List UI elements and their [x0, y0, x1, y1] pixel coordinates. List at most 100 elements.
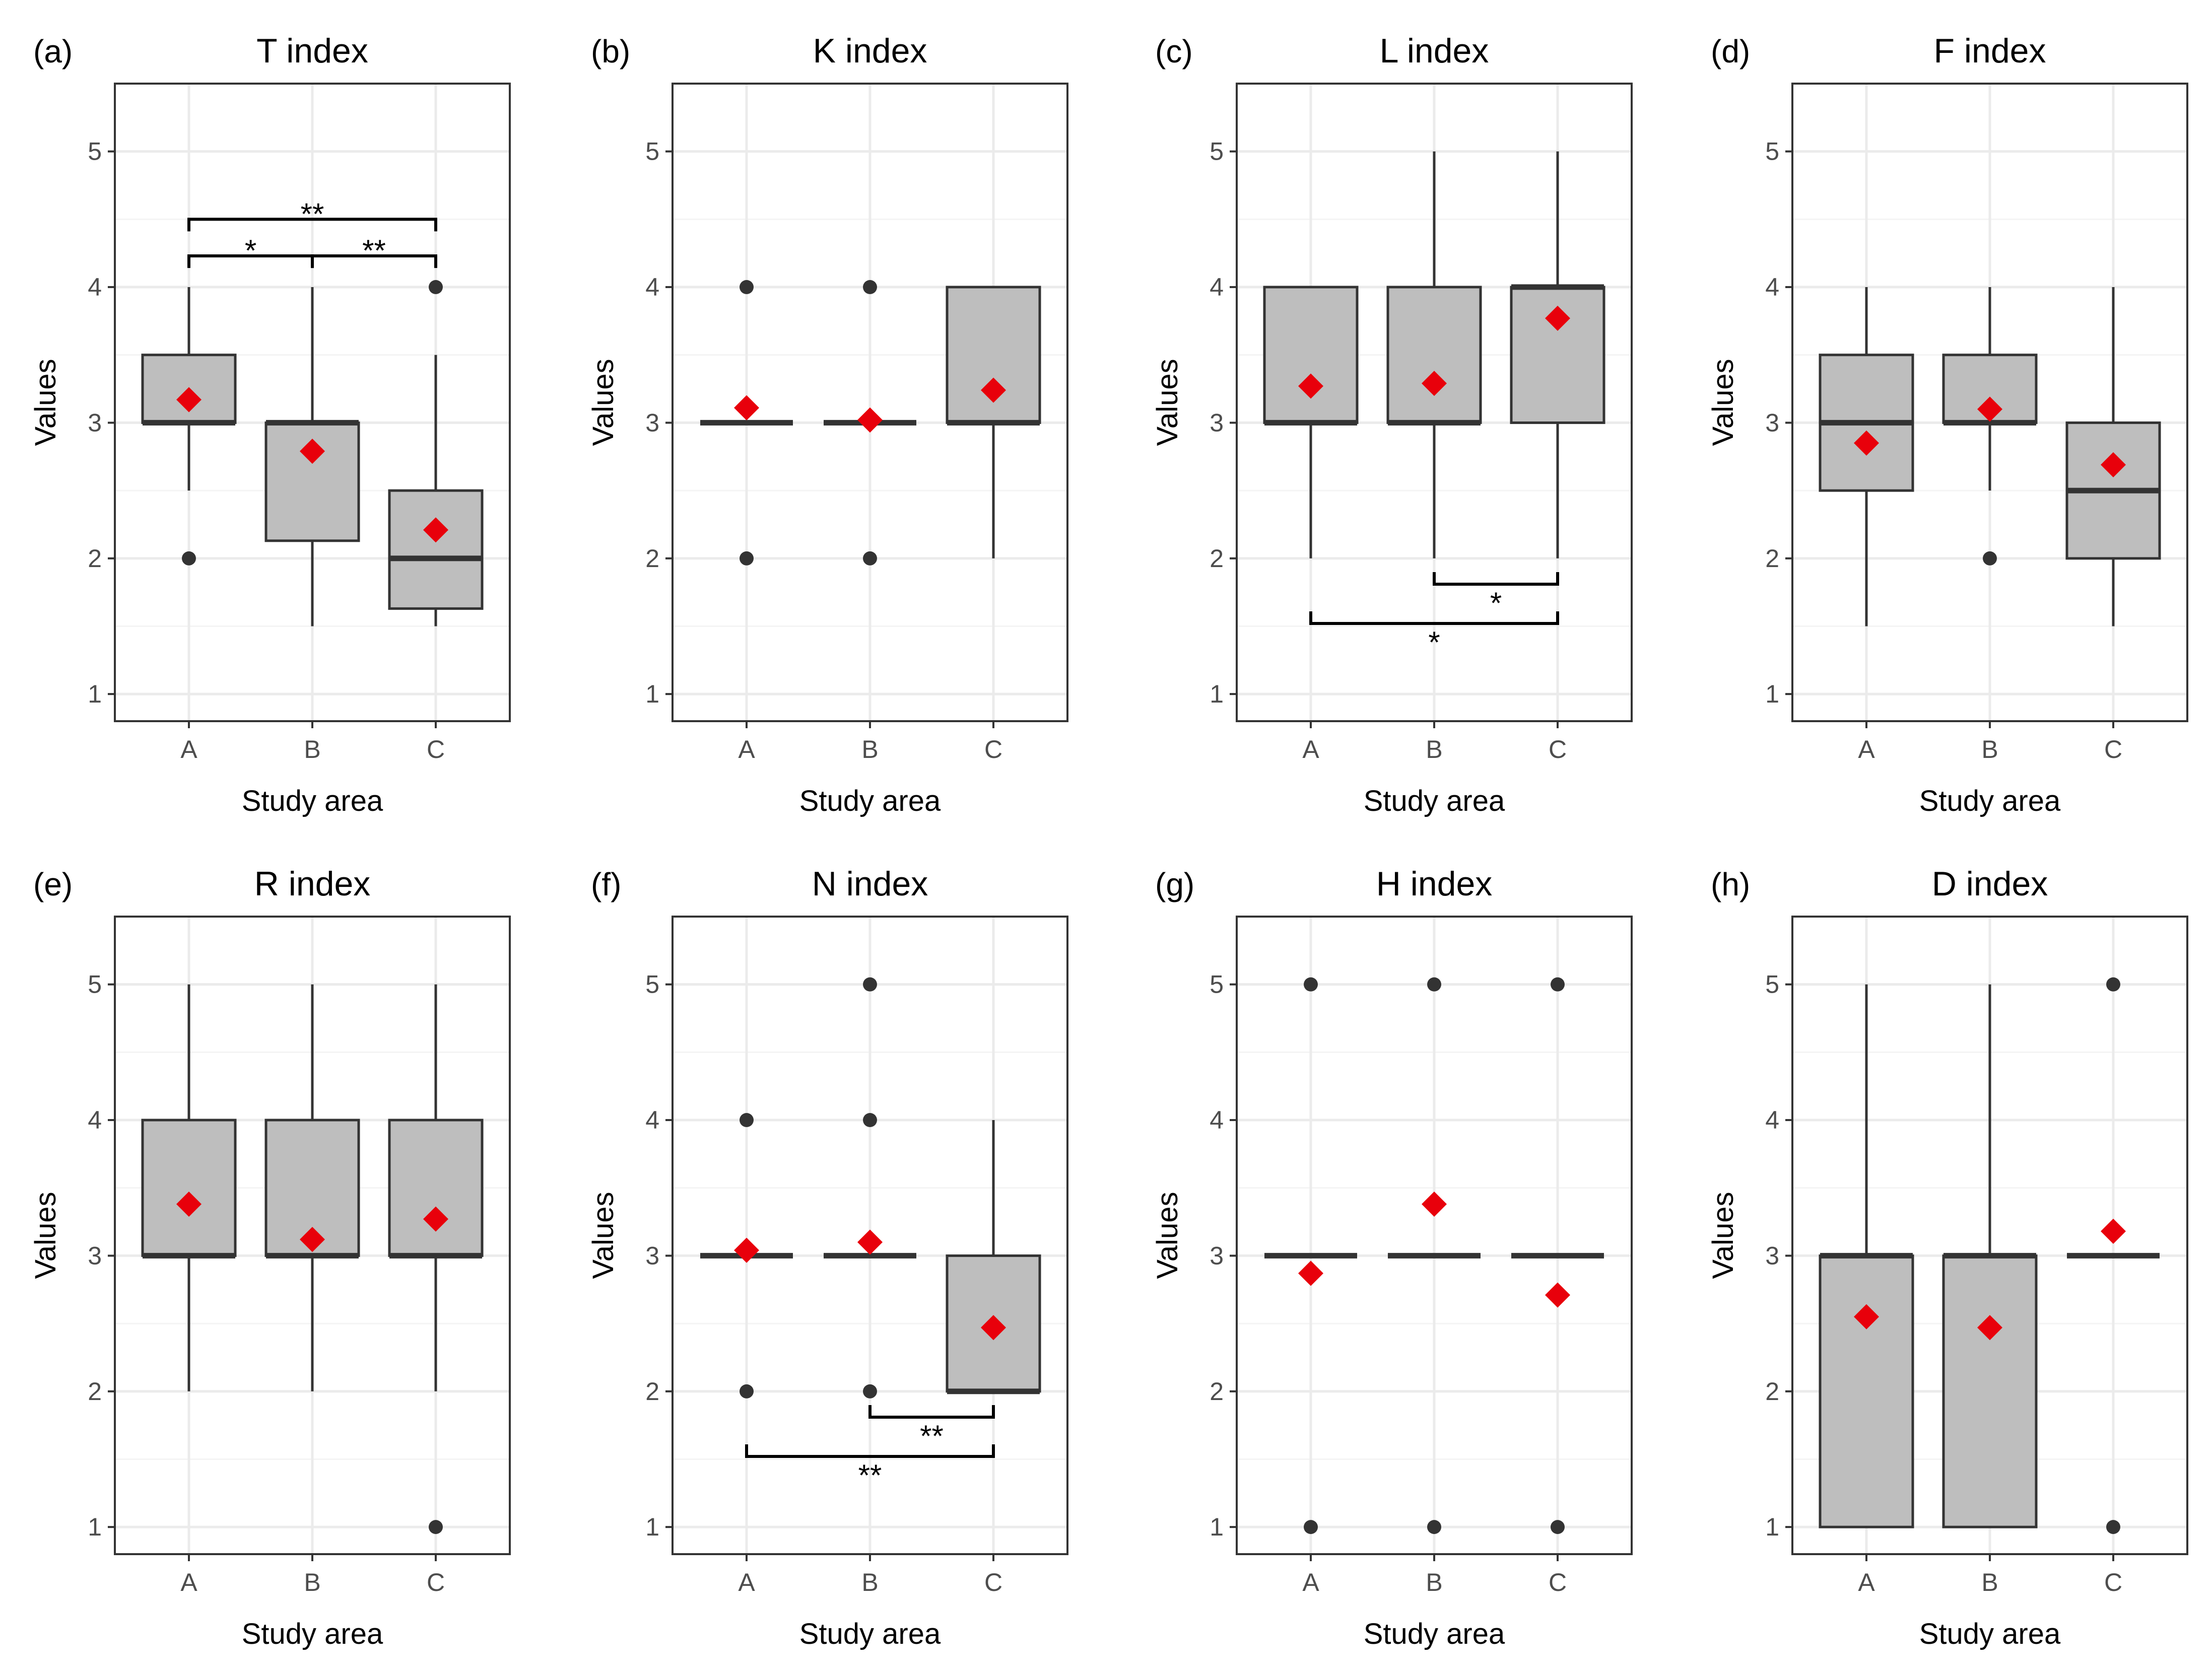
box-A: [141, 984, 237, 1391]
y-tick-label: 2: [88, 544, 102, 573]
y-tick-label: 4: [1765, 1106, 1779, 1134]
y-tick-label: 5: [88, 137, 102, 166]
significance-bracket: *: [1309, 611, 1559, 659]
outlier-point: [1304, 1520, 1318, 1535]
x-tick-label: A: [1302, 1568, 1319, 1596]
y-tick-label: 3: [1210, 1241, 1224, 1270]
x-tick-label: C: [1549, 735, 1567, 763]
outlier-point: [740, 280, 754, 295]
x-tick-label: C: [1549, 1568, 1567, 1596]
outlier-point: [1427, 1520, 1441, 1535]
box-A: [1819, 287, 1914, 626]
x-tick-label: A: [1858, 1568, 1875, 1596]
y-tick-label: 1: [645, 1513, 659, 1541]
x-tick-label: B: [1426, 735, 1442, 763]
box-B: [1386, 151, 1482, 559]
y-tick-label: 2: [1210, 544, 1224, 573]
bracket-line: [1309, 611, 1559, 625]
significance-label: *: [1490, 586, 1502, 620]
box-B: [264, 984, 360, 1391]
box-A: [1819, 984, 1914, 1528]
y-tick-label: 4: [1210, 273, 1224, 301]
x-tick-label: B: [304, 735, 320, 763]
x-axis-title: Study area: [242, 1618, 383, 1650]
significance-bracket: *: [1433, 572, 1559, 620]
mean-marker: [1298, 1261, 1323, 1286]
significance-label: **: [858, 1458, 882, 1492]
y-axis-title: Values: [1707, 1192, 1739, 1279]
y-tick-label: 4: [88, 1106, 102, 1134]
x-tick-label: A: [738, 735, 755, 763]
panel-title: K index: [813, 32, 927, 70]
mean-marker: [423, 517, 448, 543]
y-tick-label: 2: [645, 1377, 659, 1406]
y-axis-title: Values: [587, 1192, 620, 1279]
mean-marker: [300, 438, 325, 464]
mean-marker: [176, 1192, 202, 1217]
box-body: [1942, 1254, 2038, 1528]
box-A: [141, 287, 237, 566]
grid: [1237, 916, 1632, 1554]
x-axis-title: Study area: [799, 1618, 941, 1650]
mean-marker: [423, 1206, 448, 1232]
box-C: [2067, 977, 2160, 1535]
panel-f: ** ** 1 2 3 4 5 A B C Study area Values N index (f): [587, 865, 1068, 1650]
y-tick-label: 3: [88, 1241, 102, 1270]
mean-marker: [857, 1229, 883, 1255]
panel-title: F index: [1934, 32, 2046, 70]
box-B: [1388, 977, 1481, 1535]
outlier-point: [740, 551, 754, 566]
x-tick-label: B: [304, 1568, 320, 1596]
box-body: [1386, 286, 1482, 424]
outlier-point: [1551, 977, 1565, 992]
y-tick-label: 5: [645, 970, 659, 999]
y-tick-label: 3: [1210, 408, 1224, 437]
y-tick-label: 3: [645, 408, 659, 437]
outlier-point: [1304, 977, 1318, 992]
panel-title: H index: [1376, 865, 1493, 903]
outlier-point: [429, 280, 443, 295]
panel-label: (d): [1711, 33, 1750, 69]
outlier-point: [1983, 551, 1997, 566]
y-axis-title: Values: [587, 359, 620, 446]
bracket-line: [745, 1444, 995, 1458]
mean-marker: [2101, 452, 2126, 477]
panel-title: T index: [256, 32, 368, 70]
box-B: [1942, 984, 2038, 1528]
outlier-point: [863, 977, 877, 992]
mean-marker: [734, 395, 759, 421]
y-tick-label: 1: [88, 1513, 102, 1541]
mean-marker: [1977, 1315, 2002, 1341]
box-A: [1264, 977, 1357, 1535]
mean-marker: [2101, 1218, 2126, 1244]
box-body: [388, 489, 484, 610]
mean-marker: [734, 1237, 759, 1263]
box-A: [1263, 286, 1359, 559]
significance-bracket: **: [868, 1405, 995, 1453]
panel-g: 1 2 3 4 5 A B C Study area Values H index (g): [1151, 865, 1633, 1650]
outlier-point: [1551, 1520, 1565, 1535]
significance-label: *: [1428, 625, 1440, 659]
x-tick-label: A: [738, 1568, 755, 1596]
box-B: [1942, 287, 2038, 566]
mean-marker: [1545, 305, 1570, 331]
x-axis-title: Study area: [1919, 1618, 2061, 1650]
box-C: [946, 1120, 1041, 1395]
y-tick-label: 1: [88, 680, 102, 708]
y-tick-label: 1: [1210, 680, 1224, 708]
x-tick-label: A: [1302, 735, 1319, 763]
significance-label: **: [301, 197, 324, 231]
significance-label: **: [920, 1419, 944, 1453]
panel-label: (g): [1155, 866, 1194, 902]
panel-title: R index: [254, 865, 371, 903]
panel-c: * * 1 2 3 4 5 A B C Study area Values L index (c): [1151, 32, 1633, 817]
significance-label: *: [245, 234, 256, 267]
box-body: [141, 1119, 237, 1257]
x-tick-label: C: [427, 735, 445, 763]
panel-label: (h): [1711, 866, 1750, 902]
y-tick-label: 4: [1765, 273, 1779, 301]
y-tick-label: 5: [1210, 137, 1224, 166]
box-A: [700, 1113, 793, 1399]
